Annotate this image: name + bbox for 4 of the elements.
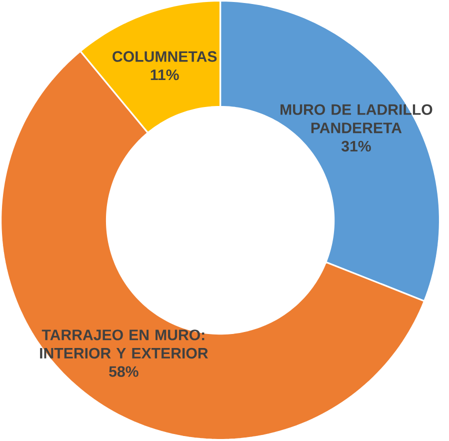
data-label: 31% <box>341 141 371 152</box>
data-label: 11% <box>150 70 179 80</box>
data-label: 58% <box>109 366 138 378</box>
slice-label: COLUMNETAS <box>112 51 217 62</box>
